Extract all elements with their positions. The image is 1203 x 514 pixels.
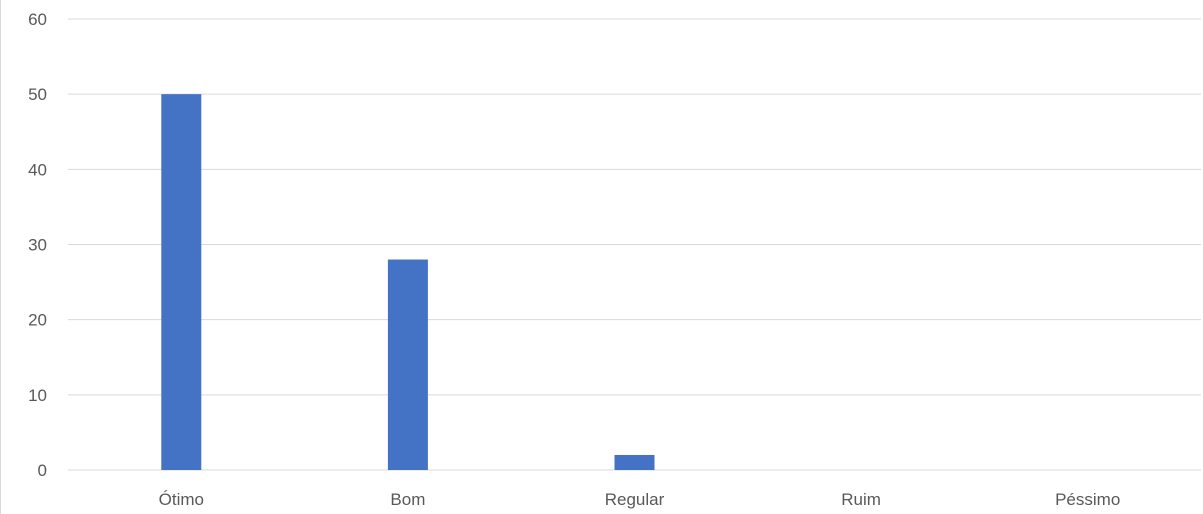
y-tick-label: 30 [28, 236, 47, 255]
y-tick-label: 20 [28, 311, 47, 330]
y-axis-ticks: 0 10 20 30 40 50 60 [28, 10, 47, 480]
x-axis-ticks: Ótimo Bom Regular Ruim Péssimo [159, 490, 1121, 509]
x-tick-label: Péssimo [1055, 490, 1120, 509]
x-tick-label: Regular [605, 490, 665, 509]
bar-bom [387, 259, 428, 470]
y-tick-label: 50 [28, 85, 47, 104]
bars [161, 94, 655, 471]
bar-ótimo [161, 94, 202, 471]
x-tick-label: Ruim [841, 490, 881, 509]
x-tick-label: Ótimo [159, 490, 204, 509]
gridlines [68, 18, 1201, 471]
y-tick-label: 60 [28, 10, 47, 29]
y-tick-label: 0 [38, 461, 47, 480]
bar-regular [614, 454, 655, 470]
y-tick-label: 10 [28, 386, 47, 405]
y-tick-label: 40 [28, 160, 47, 179]
x-tick-label: Bom [390, 490, 425, 509]
